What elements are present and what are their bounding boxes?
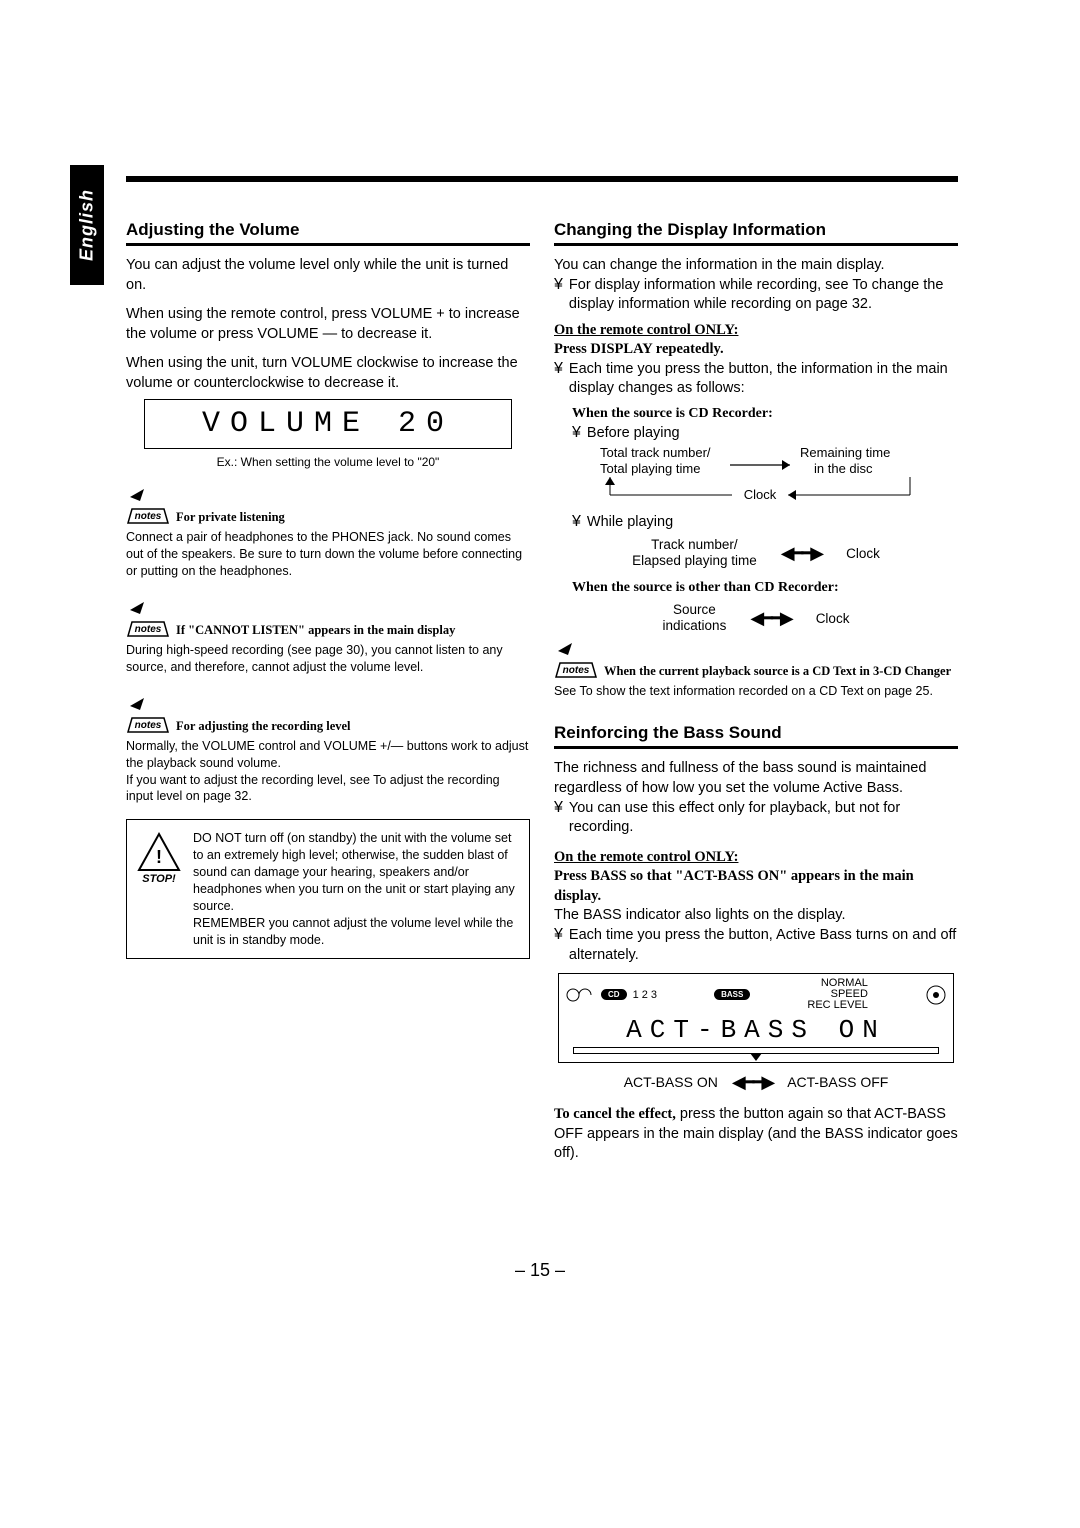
rule [554, 243, 958, 246]
svg-text:Clock: Clock [744, 487, 777, 502]
toggle-on: ACT-BASS ON [624, 1074, 718, 1090]
svg-text:STOP!: STOP! [142, 873, 176, 884]
note2-body: During high-speed recording (see page 30… [126, 642, 530, 676]
while-playing: While playing [587, 513, 673, 533]
rec-icon [925, 984, 947, 1006]
notes-icon: notes [126, 598, 170, 638]
volume-intro-1: You can adjust the volume level only whi… [126, 256, 530, 295]
lcd-volume: VOLUME 20 [144, 399, 512, 449]
disc-numbers: 1 2 3 [633, 989, 657, 1001]
right-column: Changing the Display Information You can… [554, 220, 958, 1164]
bass-remote-only: On the remote control ONLY: [554, 848, 958, 868]
svg-text:Total playing time: Total playing time [600, 461, 700, 476]
notes-icon: notes [126, 485, 170, 525]
flow-while-playing: Track number/ Elapsed playing time ◀━━▶ … [554, 537, 958, 569]
display-panel: CD 1 2 3 BASS NORMAL SPEED REC LEVEL ACT… [558, 973, 954, 1063]
flow-other-source: Source indications ◀━━▶ Clock [554, 602, 958, 634]
left-column: Adjusting the Volume You can adjust the … [126, 220, 530, 1164]
note-recording-level: notes For adjusting the recording level [126, 694, 530, 734]
bass-indicator: The BASS indicator also lights on the di… [554, 906, 958, 926]
content-area: Adjusting the Volume You can adjust the … [126, 220, 958, 1164]
page-number: – 15 – [0, 1260, 1080, 1281]
remote-only: On the remote control ONLY: [554, 321, 958, 341]
heading-display: Changing the Display Information [554, 220, 958, 240]
before-playing: Before playing [587, 424, 680, 444]
bass-bullet-2: Each time you press the button, Active B… [569, 926, 958, 965]
flow-b-left1: Track number/ [632, 537, 757, 553]
bass-badge: BASS [714, 989, 750, 1000]
notes-icon: notes [126, 694, 170, 734]
toggle-off: ACT-BASS OFF [787, 1074, 888, 1090]
svg-text:in the disc: in the disc [814, 461, 873, 476]
svg-text:notes: notes [135, 511, 162, 522]
bullet-icon: ¥ [572, 513, 581, 533]
note-private-listening: notes For private listening [126, 485, 530, 525]
cd-badge: CD [601, 989, 627, 1000]
flow-c-left1: Source [663, 602, 727, 618]
notes-icon: notes [554, 639, 598, 679]
svg-text:!: ! [156, 847, 162, 867]
language-tab: English [70, 165, 104, 285]
note3-body-2: If you want to adjust the recording leve… [126, 772, 530, 806]
src-other: When the source is other than CD Recorde… [554, 579, 958, 598]
note1-title: For private listening [176, 510, 285, 525]
toggle-row: ACT-BASS ON ◀━━▶ ACT-BASS OFF [554, 1073, 958, 1091]
display-intro: You can change the information in the ma… [554, 256, 958, 276]
svg-text:notes: notes [135, 720, 162, 731]
bass-cancel: To cancel the effect, press the button a… [554, 1105, 958, 1164]
note1-body: Connect a pair of headphones to the PHON… [126, 529, 530, 580]
bidir-arrow-icon: ◀━━▶ [732, 1073, 773, 1091]
volume-intro-3: When using the unit, turn VOLUME clockwi… [126, 354, 530, 393]
bass-bullet-1: You can use this effect only for playbac… [569, 799, 958, 838]
display-bullet-1: For display information while recording,… [569, 276, 958, 315]
flow-before-playing: Total track number/ Total playing time R… [590, 443, 930, 513]
svg-text:Total track number/: Total track number/ [600, 445, 711, 460]
note-cannot-listen: notes If "CANNOT LISTEN" appears in the … [126, 598, 530, 638]
warn-text-1: DO NOT turn off (on standby) the unit wi… [193, 830, 517, 914]
bullet-icon: ¥ [572, 424, 581, 444]
note-cdtext-title: When the current playback source is a CD… [604, 664, 951, 679]
bullet-icon: ¥ [554, 276, 563, 315]
progress-bar [573, 1047, 939, 1054]
warning-box: ! STOP! DO NOT turn off (on standby) the… [126, 819, 530, 959]
heading-bass: Reinforcing the Bass Sound [554, 723, 958, 743]
bullet-icon: ¥ [554, 799, 563, 838]
lcd-caption: Ex.: When setting the volume level to "2… [126, 455, 530, 469]
bullet-icon: ¥ [554, 926, 563, 965]
note3-body-1: Normally, the VOLUME control and VOLUME … [126, 738, 530, 772]
note3-title: For adjusting the recording level [176, 719, 351, 734]
note-cdtext: notes When the current playback source i… [554, 639, 958, 679]
disc-icon [565, 987, 595, 1003]
bass-intro: The richness and fullness of the bass so… [554, 759, 958, 798]
rule [126, 243, 530, 246]
flow-b-left2: Elapsed playing time [632, 553, 757, 569]
note-cdtext-body: See To show the text information recorde… [554, 683, 958, 700]
rec-level-label: REC LEVEL [807, 1000, 868, 1011]
svg-text:notes: notes [563, 665, 590, 676]
lcd-actbass: ACT-BASS ON [565, 1011, 947, 1047]
heading-volume: Adjusting the Volume [126, 220, 530, 240]
volume-intro-2: When using the remote control, press VOL… [126, 305, 530, 344]
display-bullet-2: Each time you press the button, the info… [569, 360, 958, 399]
flow-c-left2: indications [663, 618, 727, 634]
bidir-arrow-icon: ◀━━▶ [781, 544, 822, 562]
bass-press: Press BASS so that "ACT-BASS ON" appears… [554, 867, 958, 906]
warn-text-2: REMEMBER you cannot adjust the volume le… [193, 915, 517, 949]
flow-b-right: Clock [846, 546, 880, 561]
rule [554, 746, 958, 749]
svg-text:notes: notes [135, 624, 162, 635]
top-rule [126, 176, 958, 182]
src-cdr: When the source is CD Recorder: [554, 405, 958, 424]
bass-cancel-lead: To cancel the effect, [554, 1106, 676, 1122]
flow-c-right: Clock [816, 611, 850, 626]
note2-title: If "CANNOT LISTEN" appears in the main d… [176, 623, 455, 638]
press-display: Press DISPLAY repeatedly. [554, 340, 958, 360]
stop-icon: ! STOP! [135, 830, 183, 948]
bidir-arrow-icon: ◀━━▶ [750, 609, 791, 627]
svg-text:Remaining time: Remaining time [800, 445, 890, 460]
bullet-icon: ¥ [554, 360, 563, 399]
